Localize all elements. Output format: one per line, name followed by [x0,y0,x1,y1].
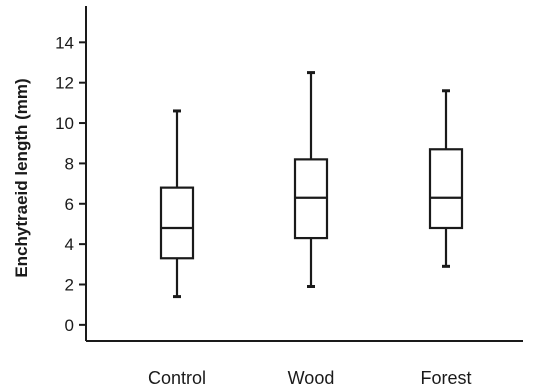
interquartile-box [159,186,195,260]
y-tick-label: 6 [65,195,74,214]
x-category-label: Wood [288,368,335,388]
box-wood [293,71,329,289]
y-tick-label: 0 [65,316,74,335]
boxes [159,71,464,299]
y-tick-label: 14 [55,33,74,52]
x-category-labels: Control Wood Forest [148,368,472,388]
interquartile-box [428,148,464,230]
y-tick-label: 12 [55,74,74,93]
y-tick-label: 4 [65,235,74,254]
x-category-label: Forest [420,368,471,388]
y-tick-label: 8 [65,154,74,173]
y-ticks: 0 2 4 6 8 10 12 14 [55,33,86,335]
box-forest [428,89,464,268]
y-tick-label: 10 [55,114,74,133]
x-category-label: Control [148,368,206,388]
y-tick-label: 2 [65,275,74,294]
box-control [159,109,195,299]
y-axis-title: Enchytraeid length (mm) [12,78,31,277]
